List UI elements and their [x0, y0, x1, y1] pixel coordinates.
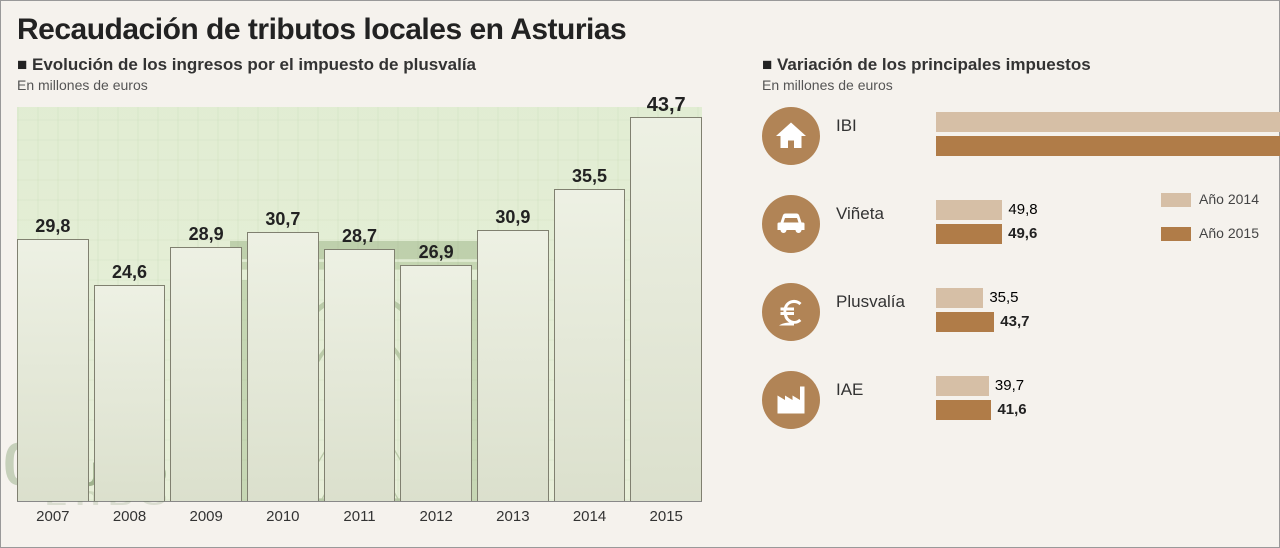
- bar-2015: 43,7: [630, 117, 702, 501]
- tax-rows-container: IBI261,3267,2Viñeta49,849,6Plusvalía35,5…: [762, 107, 1263, 429]
- bar-2009: 28,9: [170, 247, 242, 501]
- bar-value-label: 43,7: [647, 94, 686, 117]
- hbar-track-y2014: 261,3: [836, 112, 1263, 132]
- car-icon: [762, 195, 820, 253]
- hbar-value-label: 41,6: [997, 401, 1026, 418]
- tax-body: IBI261,3267,2: [836, 112, 1263, 160]
- legend-label-2015: Año 2015: [1199, 225, 1259, 241]
- hbar-y2014: [936, 112, 1280, 132]
- tax-row-iae: IAE39,741,6: [762, 371, 1263, 429]
- hbar-group: 35,5 43,7: [836, 288, 1263, 332]
- hbar-value-label: 39,7: [995, 377, 1024, 394]
- bar-2014: 35,5: [554, 189, 626, 501]
- x-label: 2010: [247, 508, 319, 525]
- tax-body: IAE39,741,6: [836, 376, 1263, 424]
- bar-value-label: 35,5: [572, 166, 607, 187]
- hbar-y2014: [936, 200, 1002, 220]
- columns: Evolución de los ingresos por el impuest…: [17, 55, 1263, 535]
- bar-value-label: 30,7: [265, 209, 300, 230]
- right-unit: En millones de euros: [762, 77, 1263, 93]
- tax-row-plusvalía: Plusvalía35,543,7: [762, 283, 1263, 341]
- factory-icon: [762, 371, 820, 429]
- x-label: 2012: [400, 508, 472, 525]
- hbar-y2014: [936, 288, 983, 308]
- legend-swatch-2015: [1161, 227, 1191, 241]
- legend-2014: Año 2014: [1161, 183, 1259, 217]
- bar-value-label: 28,7: [342, 226, 377, 247]
- hbar-track-y2015: 41,6: [836, 400, 1263, 420]
- right-subtitle: Variación de los principales impuestos: [762, 55, 1263, 75]
- hbar-group: 39,7 41,6: [836, 376, 1263, 420]
- x-label: 2008: [94, 508, 166, 525]
- plusvalia-bar-chart: 00 EURO EURO 100 100 ★ ★: [17, 107, 702, 502]
- bar-value-label: 24,6: [112, 262, 147, 283]
- tax-row-ibi: IBI261,3267,2: [762, 107, 1263, 165]
- x-label: 2011: [324, 508, 396, 525]
- hbar-value-label: 49,6: [1008, 225, 1037, 242]
- bar-2013: 30,9: [477, 230, 549, 501]
- hbar-value-label: 35,5: [989, 289, 1018, 306]
- tax-body: Plusvalía35,543,7: [836, 288, 1263, 336]
- hbar-group: 261,3 267,2: [836, 112, 1263, 156]
- hbar-y2015: [936, 224, 1002, 244]
- left-column: Evolución de los ingresos por el impuest…: [17, 55, 702, 535]
- bar-2010: 30,7: [247, 232, 319, 501]
- bar-2011: 28,7: [324, 249, 396, 501]
- euro-icon: [762, 283, 820, 341]
- legend-label-2014: Año 2014: [1199, 191, 1259, 207]
- hbar-value-label: 49,8: [1008, 201, 1037, 218]
- x-label: 2007: [17, 508, 89, 525]
- bar-value-label: 28,9: [189, 224, 224, 245]
- hbar-track-y2014: 35,5: [836, 288, 1263, 308]
- hbar-value-label: 43,7: [1000, 313, 1029, 330]
- right-column: Variación de los principales impuestos E…: [762, 55, 1263, 535]
- hbar-y2015: [936, 312, 994, 332]
- x-axis-labels: 2007 20082009 2010 20112012 2013 20142015: [17, 508, 702, 525]
- house-icon: [762, 107, 820, 165]
- legend-swatch-2014: [1161, 193, 1191, 207]
- page-title: Recaudación de tributos locales en Astur…: [17, 13, 1263, 47]
- left-unit: En millones de euros: [17, 77, 702, 93]
- bar-2008: 24,6: [94, 285, 166, 501]
- legend: Año 2014 Año 2015: [1161, 183, 1259, 250]
- hbar-y2015: [936, 136, 1280, 156]
- legend-2015: Año 2015: [1161, 217, 1259, 251]
- hbar-track-y2014: 39,7: [836, 376, 1263, 396]
- bar-value-label: 26,9: [419, 242, 454, 263]
- x-label: 2009: [170, 508, 242, 525]
- bar-2007: 29,8: [17, 239, 89, 501]
- hbar-track-y2015: 43,7: [836, 312, 1263, 332]
- x-label: 2015: [630, 508, 702, 525]
- x-label: 2013: [477, 508, 549, 525]
- bar-value-label: 29,8: [35, 216, 70, 237]
- bar-value-label: 30,9: [495, 207, 530, 228]
- hbar-track-y2015: 267,2: [836, 136, 1263, 156]
- bar-2012: 26,9: [400, 265, 472, 501]
- hbar-y2015: [936, 400, 991, 420]
- x-label: 2014: [554, 508, 626, 525]
- left-subtitle: Evolución de los ingresos por el impuest…: [17, 55, 702, 75]
- hbar-y2014: [936, 376, 989, 396]
